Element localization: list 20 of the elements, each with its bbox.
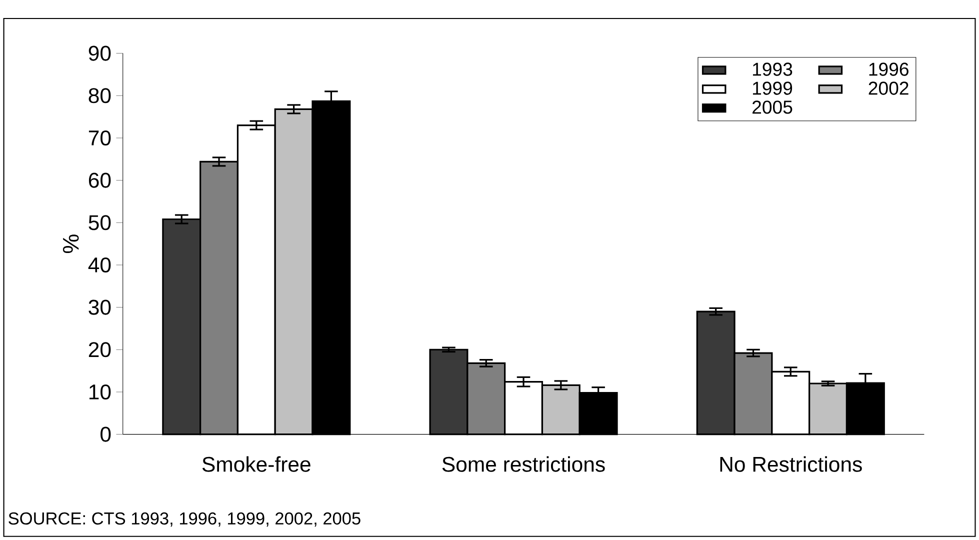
legend-label: 1996 [869, 62, 908, 76]
y-tick-label: 80 [88, 88, 111, 104]
y-tick-label: 0 [100, 426, 111, 442]
legend-label: 2005 [752, 100, 792, 114]
y-tick-label: 20 [88, 342, 111, 358]
y-tick-label: 30 [88, 300, 111, 315]
y-tick-label: 10 [90, 384, 111, 400]
y-tick-label: 40 [88, 257, 111, 272]
y-tick-label: 70 [88, 130, 111, 146]
y-tick-label: 90 [88, 46, 111, 61]
x-tick-label: No Restrictions [720, 456, 862, 472]
y-axis-title: % [62, 234, 79, 253]
legend-label: 1993 [752, 62, 792, 76]
x-tick-label: Smoke-free [202, 456, 310, 472]
legend-label: 2002 [868, 82, 908, 95]
legend-label: 1999 [752, 82, 792, 95]
source-note: SOURCE: CTS 1993, 1996, 1999, 2002, 2005 [8, 512, 360, 527]
x-tick-label: Some restrictions [442, 456, 605, 472]
y-tick-label: 60 [88, 172, 111, 188]
y-tick-label: 50 [88, 215, 111, 230]
